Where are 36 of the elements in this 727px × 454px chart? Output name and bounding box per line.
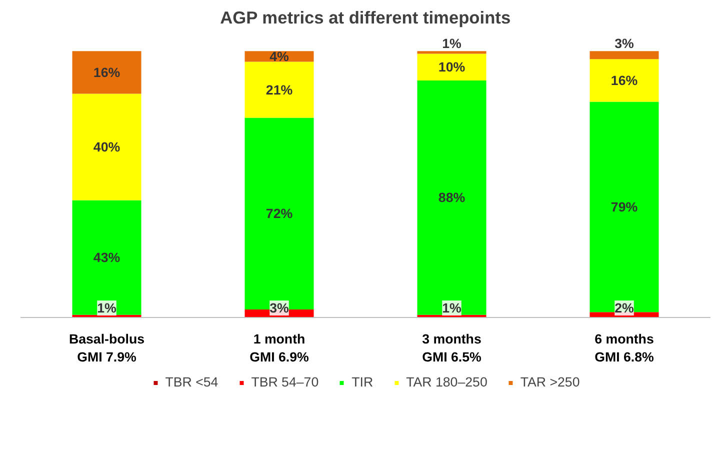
bar: [417, 51, 486, 54]
data-label: 2%: [614, 300, 634, 316]
bar: [72, 94, 142, 200]
bar: [417, 80, 486, 315]
data-label: 43%: [93, 250, 120, 266]
bar: [417, 54, 486, 80]
chart-title: AGP metrics at different timepoints: [220, 8, 511, 28]
data-label: 3%: [614, 36, 634, 52]
bar: [244, 62, 314, 118]
bar: [72, 51, 142, 94]
legend-label: TBR 54–70: [251, 374, 319, 390]
data-label: 72%: [266, 206, 293, 222]
data-label: 21%: [266, 82, 293, 98]
data-label: 88%: [438, 190, 466, 206]
x-tick-label: Basal-bolus GMI 7.9%: [68, 332, 145, 364]
x-tick-label: 1 month GMI 6.9%: [250, 332, 310, 364]
legend-label: TAR 180–250: [406, 374, 488, 390]
legend-label: TAR >250: [520, 374, 580, 390]
bar: [72, 200, 142, 315]
data-label: 16%: [93, 64, 120, 80]
data-label: 1%: [97, 300, 117, 316]
bar: [590, 102, 659, 312]
x-tick-label: 6 months GMI 6.8%: [594, 332, 654, 364]
bar: [590, 59, 659, 102]
data-label: 16%: [610, 72, 638, 88]
data-label: 1%: [442, 36, 462, 52]
bar: [590, 51, 659, 60]
data-label: 1%: [442, 300, 462, 316]
data-label: 4%: [270, 48, 290, 64]
data-label: 3%: [270, 300, 290, 316]
data-label: 40%: [93, 140, 120, 155]
x-tick-label: 3 months GMI 6.5%: [422, 332, 482, 364]
data-label: 79%: [610, 199, 638, 214]
data-label: 10%: [438, 60, 466, 75]
legend-label: TBR <54: [165, 374, 218, 390]
legend-label: TIR: [352, 374, 374, 390]
